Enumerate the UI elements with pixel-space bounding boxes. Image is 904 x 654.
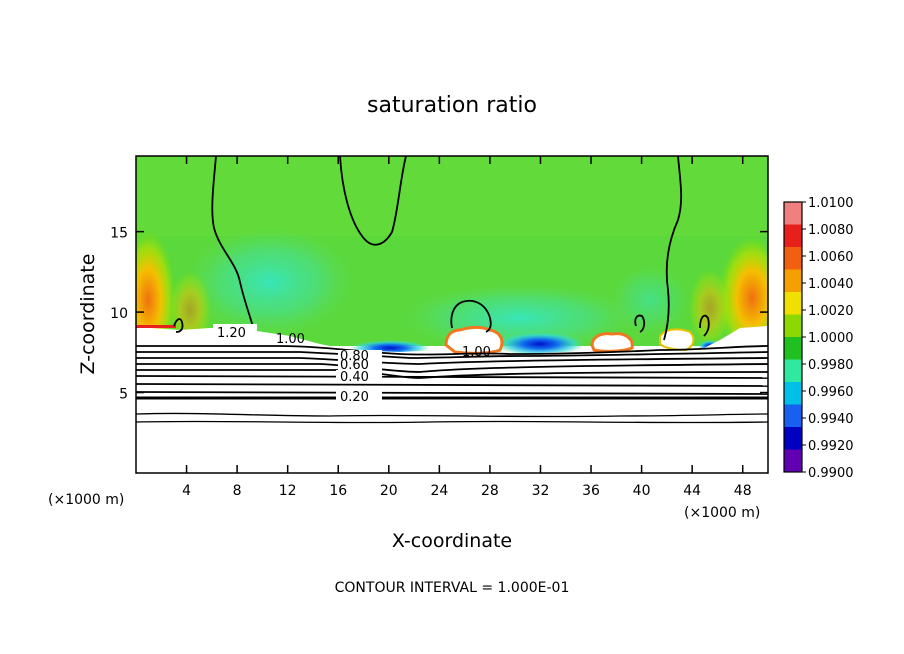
y-axis-title: Z-coordinate (77, 254, 99, 375)
colorbar-swatch (784, 449, 802, 473)
x-unit-label-left: (×1000 m) (48, 492, 124, 508)
contour-interval-note: CONTOUR INTERVAL = 1.000E-01 (335, 580, 570, 596)
x-tick-label: 28 (481, 483, 499, 499)
colorbar-tick-label: 0.9980 (808, 358, 854, 373)
x-tick-label: 16 (329, 483, 347, 499)
colorbar-tick-label: 1.0080 (808, 223, 854, 238)
colorbar-tick-label: 0.9920 (808, 439, 854, 454)
x-tick-label: 24 (430, 483, 448, 499)
colorbar-tick-label: 1.0100 (808, 196, 854, 211)
x-tick-label: 20 (380, 483, 398, 499)
y-tick-label: 10 (110, 306, 128, 322)
colorbar-swatch (784, 247, 802, 270)
x-tick-label: 36 (582, 483, 600, 499)
colorbar-tick-label: 0.9960 (808, 385, 854, 400)
x-tick-label: 4 (182, 483, 191, 499)
colorbar-tick-label: 1.0060 (808, 250, 854, 265)
colorbar-tick-label: 0.9940 (808, 412, 854, 427)
x-tick-label: 40 (633, 483, 651, 499)
colorbar-tick-label: 0.9900 (808, 466, 854, 481)
x-unit-label-right: (×1000 m) (684, 505, 760, 521)
heatmap-field (136, 156, 768, 473)
contour-label: 0.60 (340, 358, 369, 373)
colorbar-tick-label: 1.0000 (808, 331, 854, 346)
contour-label: 0.40 (340, 370, 369, 385)
contour-label: 1.00 (462, 345, 491, 360)
y-axis: 5 10 15 (110, 226, 768, 403)
x-tick-label: 32 (532, 483, 550, 499)
x-axis-title: X-coordinate (392, 530, 512, 552)
x-tick-label: 48 (734, 483, 752, 499)
colorbar-swatch (784, 202, 802, 225)
colorbar-swatch (784, 427, 802, 450)
contour-low (135, 412, 769, 424)
contour-label: 1.20 (217, 326, 246, 341)
x-axis: 4 8 12 16 20 24 28 32 36 40 44 48 (182, 156, 752, 499)
colorbar-swatch (784, 404, 802, 428)
x-tick-label: 44 (683, 483, 701, 499)
contour-label: 1.00 (276, 332, 305, 347)
colorbar: 1.0100 1.0080 1.0060 1.0040 1.0020 1.0000 0.99… (783, 196, 854, 481)
y-tick-label: 15 (110, 226, 128, 242)
x-tick-label: 8 (233, 483, 242, 499)
colorbar-swatch (784, 269, 802, 293)
chart-title: saturation ratio (367, 93, 537, 118)
x-tick-label: 12 (279, 483, 297, 499)
contour-label-group: 1.20 1.00 1.00 0.80 0.60 0.40 0.20 (213, 324, 491, 405)
colorbar-swatch (784, 314, 802, 338)
plot-frame (135, 155, 769, 474)
colorbar-swatch (784, 337, 802, 360)
colorbar-swatch (784, 382, 802, 405)
colorbar-tick-label: 1.0040 (808, 277, 854, 292)
colorbar-swatch (784, 292, 802, 315)
colorbar-swatch (784, 224, 802, 248)
colorbar-swatch (784, 359, 802, 383)
colorbar-tick-label: 1.0020 (808, 304, 854, 319)
contour-label: 0.20 (340, 390, 369, 405)
y-tick-label: 5 (119, 387, 128, 403)
